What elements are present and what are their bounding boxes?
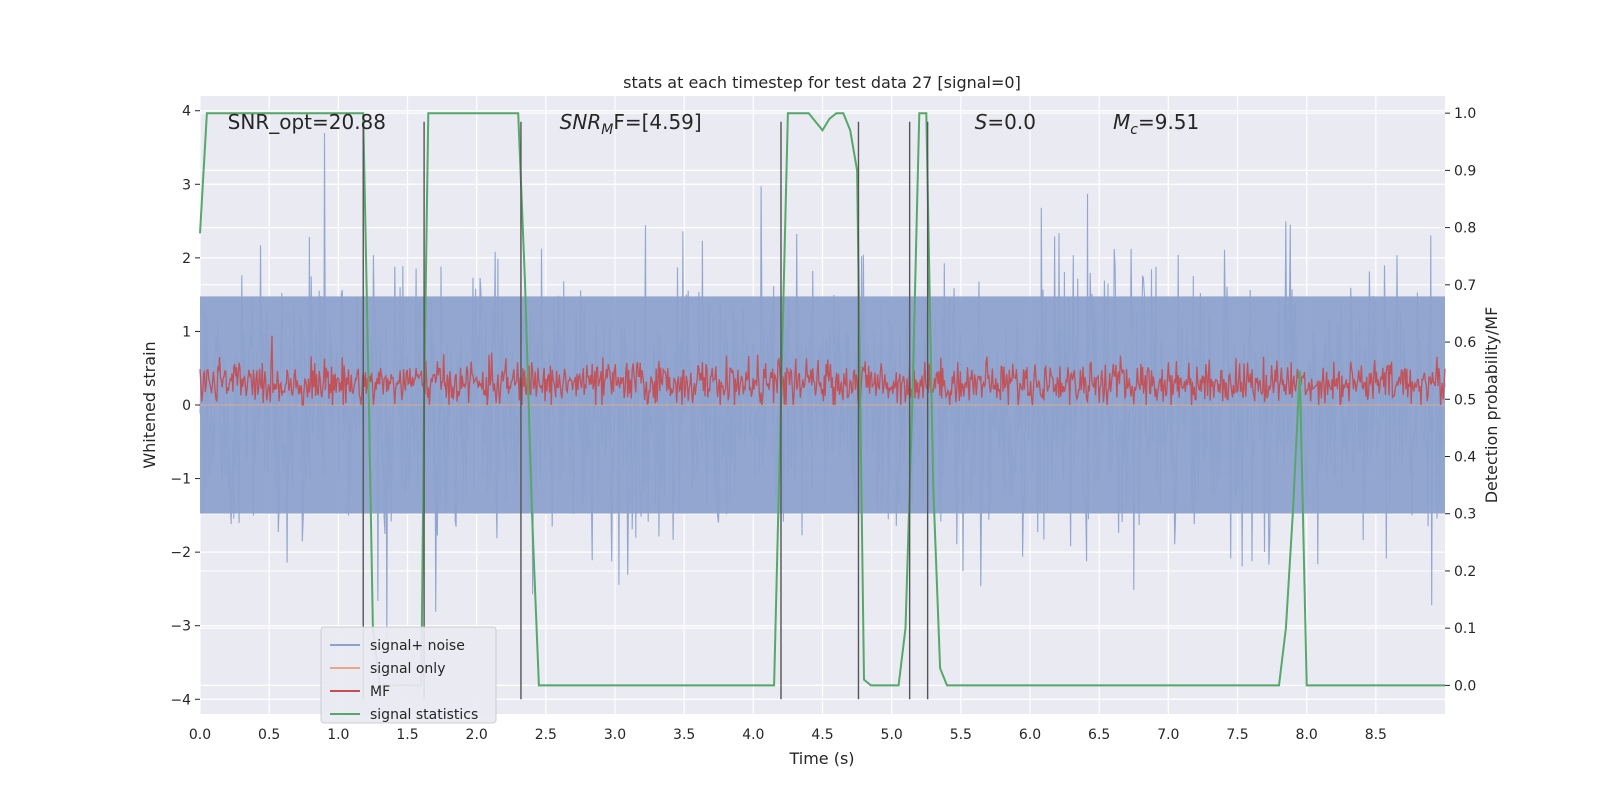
x-tick-label: 7.5 <box>1226 727 1248 743</box>
x-tick-label: 3.5 <box>673 727 695 743</box>
y-right-tick-label: 1.0 <box>1454 106 1476 122</box>
y-left-tick-label: 2 <box>182 251 191 267</box>
x-tick-label: 0.5 <box>258 727 280 743</box>
y-left-axis-ticks: −4 −3 −2 −1 0 1 2 3 4 <box>170 104 200 708</box>
annotation-text: Mc=9.51 <box>1113 110 1199 138</box>
y-right-tick-label: 0.8 <box>1454 221 1476 237</box>
y-right-tick-label: 0.7 <box>1454 278 1476 294</box>
x-tick-label: 7.0 <box>1157 727 1179 743</box>
y-left-tick-label: 4 <box>182 104 191 120</box>
x-tick-label: 3.0 <box>604 727 626 743</box>
y-left-tick-label: −1 <box>170 472 191 488</box>
x-tick-label: 6.0 <box>1019 727 1041 743</box>
legend: signal+ noise signal only MF signal statist… <box>320 626 497 724</box>
x-axis-title: Time (s) <box>788 749 854 768</box>
x-tick-label: 2.5 <box>535 727 557 743</box>
y-left-tick-label: −2 <box>170 545 191 561</box>
series-layer <box>199 112 1446 687</box>
y-right-axis-title: Detection probability/MF <box>1482 307 1501 504</box>
legend-label: MF <box>370 684 390 700</box>
y-right-tick-label: 0.4 <box>1454 450 1476 466</box>
x-tick-label: 5.0 <box>881 727 903 743</box>
vertical-lines <box>362 121 929 700</box>
annotation-text: S=0.0 <box>975 110 1036 134</box>
y-left-axis-title: Whitened strain <box>140 341 159 468</box>
y-left-tick-label: 3 <box>182 177 191 193</box>
x-tick-label: 8.0 <box>1296 727 1318 743</box>
y-right-tick-label: 0.2 <box>1454 564 1476 580</box>
series-line-0 <box>199 132 1446 640</box>
y-right-tick-label: 0.0 <box>1454 678 1476 694</box>
y-right-axis-ticks: 0.0 0.1 0.2 0.3 0.4 0.5 0.6 0.7 0.8 0.9 1.0 <box>1445 106 1476 694</box>
x-tick-label: 2.0 <box>466 727 488 743</box>
x-tick-label: 6.5 <box>1088 727 1110 743</box>
chart-title: stats at each timestep for test data 27 … <box>623 73 1021 92</box>
x-tick-label: 0.0 <box>189 727 211 743</box>
x-tick-label: 5.5 <box>950 727 972 743</box>
annotation-text: SNR_opt=20.88 <box>228 110 386 134</box>
y-right-tick-label: 0.1 <box>1454 621 1476 637</box>
annotation-text: SNRMF=[4.59] <box>560 110 702 138</box>
y-left-tick-label: −3 <box>170 619 191 635</box>
y-right-tick-label: 0.5 <box>1454 392 1476 408</box>
series-line-2 <box>199 335 1446 406</box>
y-right-tick-label: 0.9 <box>1454 163 1476 179</box>
y-right-tick-label: 0.6 <box>1454 335 1476 351</box>
x-tick-label: 4.5 <box>811 727 833 743</box>
y-left-tick-label: 0 <box>182 398 191 414</box>
legend-label: signal statistics <box>370 707 478 723</box>
y-left-tick-label: 1 <box>182 324 191 340</box>
x-tick-label: 8.5 <box>1365 727 1387 743</box>
y-right-tick-label: 0.3 <box>1454 507 1476 523</box>
legend-label: signal+ noise <box>370 638 465 654</box>
x-tick-label: 1.5 <box>396 727 418 743</box>
x-tick-label: 4.0 <box>742 727 764 743</box>
legend-box <box>320 626 497 724</box>
legend-label: signal only <box>370 661 445 677</box>
annotations: SNR_opt=20.88 SNRMF=[4.59] S=0.0 Mc=9.51 <box>228 110 1200 138</box>
y-left-tick-label: −4 <box>170 692 191 708</box>
x-axis-ticks: 0.0 0.5 1.0 1.5 2.0 2.5 3.0 3.5 4.0 4.5 5.0 5.5 6.0 6… <box>189 727 1387 743</box>
x-tick-label: 1.0 <box>327 727 349 743</box>
legend-entries: signal+ noise signal only MF signal statist… <box>330 638 478 723</box>
